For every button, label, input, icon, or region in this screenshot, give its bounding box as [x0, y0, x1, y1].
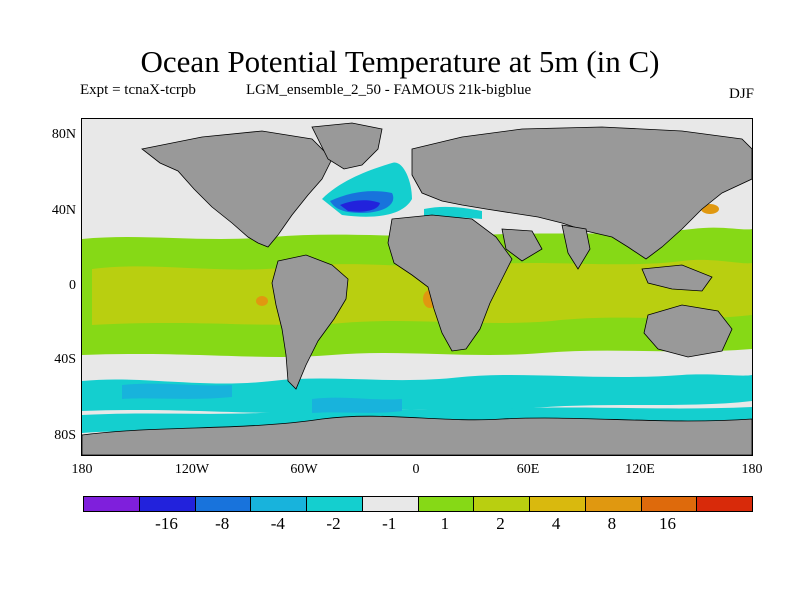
maritime-continent: [641, 264, 713, 292]
lon-label-120w: 120W: [174, 462, 210, 477]
colorbar-cell: [195, 497, 252, 511]
eurasia: [411, 126, 752, 260]
colorbar-label: -8: [215, 514, 230, 533]
australia: [643, 304, 733, 358]
lon-label-60w: 60W: [290, 462, 318, 477]
greenland: [311, 122, 383, 170]
southern-ocean-blue-patch: [122, 383, 232, 399]
colorbar-label: -16: [155, 514, 178, 533]
colorbar-cell: [139, 497, 196, 511]
ensemble-label: LGM_ensemble_2_50 - FAMOUS 21k-bigblue: [246, 82, 532, 98]
colorbar-label: -4: [270, 514, 285, 533]
colorbar-cell: [251, 497, 307, 511]
lon-label-180e: 180: [741, 462, 763, 477]
orange-patch-pacific: [256, 296, 268, 306]
north-america: [141, 130, 333, 248]
colorbar-label: 1: [440, 514, 450, 533]
india: [561, 224, 591, 270]
africa: [387, 214, 513, 352]
experiment-label: Expt = tcnaX-tcrpb: [80, 82, 196, 98]
colorbar-label: 4: [551, 514, 561, 533]
lat-label-40n: 40N: [51, 203, 76, 218]
colorbar-label: 2: [496, 514, 505, 533]
north-atlantic-dark-blue: [340, 200, 380, 212]
map-svg: [82, 119, 752, 455]
colorbar-cell: [530, 497, 586, 511]
colorbar-label: 16: [659, 514, 676, 533]
colorbar-cell: [474, 497, 530, 511]
colorbar-label: 8: [607, 514, 617, 533]
season-label: DJF: [728, 86, 754, 102]
colorbar-cell: [307, 497, 363, 511]
antarctica: [82, 415, 752, 455]
map-title: Ocean Potential Temperature at 5m (in C): [140, 44, 660, 79]
colorbar-cell: [697, 497, 752, 511]
colorbar-cell: [418, 497, 475, 511]
lat-label-0: 0: [69, 278, 76, 293]
lon-label-60e: 60E: [516, 462, 540, 477]
lat-label-80s: 80S: [54, 428, 76, 443]
colorbar-cell: [362, 497, 419, 511]
lon-label-0: 0: [412, 462, 420, 477]
southern-ocean-blue-patch-2: [312, 397, 402, 413]
south-america: [271, 254, 349, 390]
colorbar-cell: [641, 497, 698, 511]
colorbar-label: -2: [326, 514, 341, 533]
colorbar-cell: [84, 497, 140, 511]
map-panel: [81, 118, 753, 456]
tropical-yellow-core: [92, 259, 752, 325]
arabia: [501, 228, 543, 262]
colorbar: [83, 496, 753, 512]
colorbar-cell: [585, 497, 642, 511]
southern-ocean-band: [82, 374, 752, 413]
lat-label-80n: 80N: [51, 127, 76, 142]
lon-label-180w: 180: [71, 462, 93, 477]
land-masses: [82, 122, 752, 455]
lat-label-40s: 40S: [54, 352, 76, 367]
colorbar-label: -1: [382, 514, 397, 533]
lon-label-120e: 120E: [625, 462, 655, 477]
